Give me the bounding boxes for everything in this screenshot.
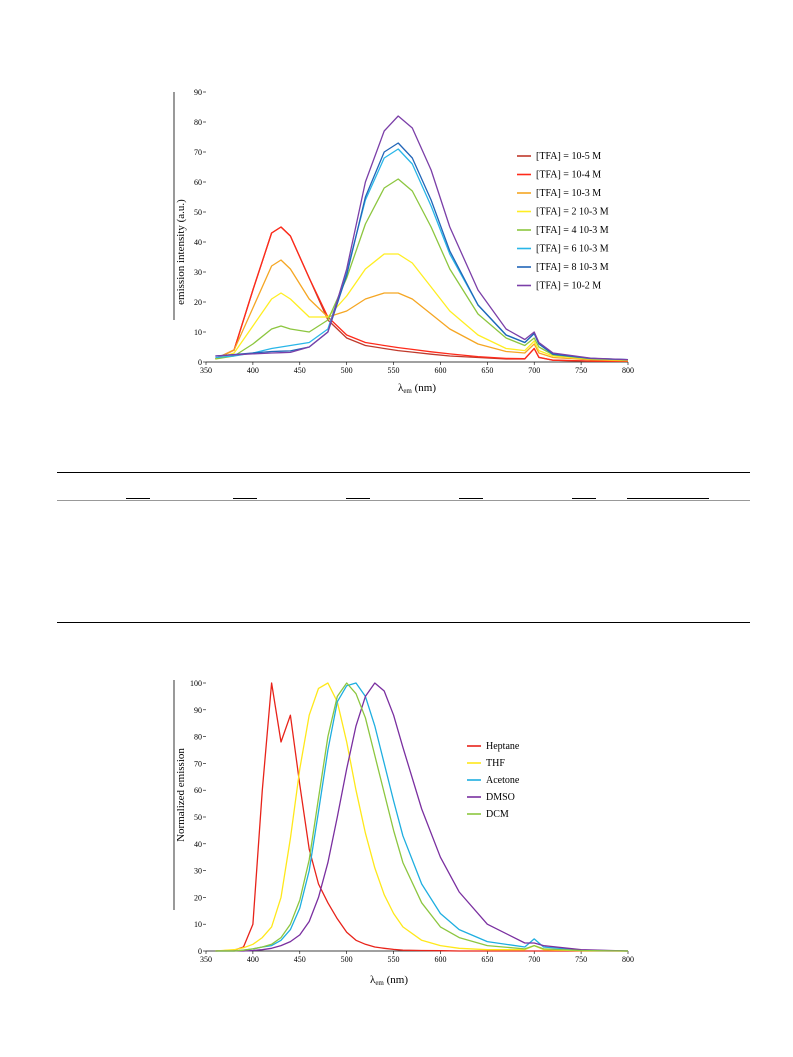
x-tick-label: 700 — [528, 366, 540, 375]
x-tick-label: 500 — [341, 955, 353, 964]
x-tick-label: 650 — [481, 955, 493, 964]
chart-bottom: 0 10 20 30 40 50 60 70 80 90 100 350 400 450 500 550 60… — [173, 679, 634, 987]
y-tick-label: 10 — [194, 328, 202, 337]
x-tick-label: 750 — [575, 366, 587, 375]
x-tick-label: 500 — [341, 366, 353, 375]
y-tick-label: 80 — [194, 733, 202, 742]
y-tick-label: 0 — [198, 358, 202, 367]
table-bottom-rule — [57, 622, 750, 623]
top-x-ticks: 350 400 450 500 550 600 650 700 750 800 — [200, 362, 634, 375]
y-tick-label: 60 — [194, 786, 202, 795]
y-tick-label: 30 — [194, 867, 202, 876]
x-tick-label: 650 — [481, 366, 493, 375]
y-tick-label: 60 — [194, 178, 202, 187]
bottom-x-label-unit: (nm) — [384, 974, 408, 986]
y-tick-label: 20 — [194, 893, 202, 902]
x-tick-label: 800 — [622, 366, 634, 375]
x-tick-label: 400 — [247, 955, 259, 964]
x-tick-label: 450 — [294, 955, 306, 964]
y-tick-label: 70 — [194, 148, 202, 157]
series-line-0 — [215, 682, 628, 952]
y-tick-label: 40 — [194, 840, 202, 849]
y-tick-label: 70 — [194, 759, 202, 768]
table-top-rule — [57, 472, 750, 473]
y-tick-label: 10 — [194, 920, 202, 929]
bottom-x-label-main: λ — [370, 974, 376, 986]
bottom-x-ticks: 350 400 450 500 550 600 650 700 750 800 — [200, 951, 634, 964]
y-tick-label: 40 — [194, 238, 202, 247]
bottom-legend: Heptane THF Acetone DMSO DCM — [467, 741, 520, 820]
legend-label: [TFA] = 10-2 M — [536, 281, 601, 292]
bottom-series — [215, 682, 629, 952]
top-y-axis-label: emission intensity (a.u.) — [175, 199, 187, 305]
legend-label: DMSO — [486, 792, 515, 803]
top-legend: [TFA] = 10-5 M [TFA] = 10-4 M [TFA] = 10-3… — [517, 151, 609, 292]
x-tick-label: 550 — [388, 366, 400, 375]
x-tick-label: 750 — [575, 955, 587, 964]
series-line-1 — [215, 682, 629, 952]
x-tick-label: 550 — [388, 955, 400, 964]
x-tick-label: 600 — [434, 366, 446, 375]
table-col-rule-2 — [233, 498, 257, 499]
table-col-rule-6 — [627, 498, 709, 499]
series-line-3 — [215, 253, 629, 361]
y-tick-label: 0 — [198, 947, 202, 956]
bottom-x-axis-label: λem (nm) — [370, 974, 408, 987]
legend-label: [TFA] = 6 10-3 M — [536, 244, 609, 255]
series-line-1 — [215, 226, 629, 363]
legend-label: [TFA] = 2 10-3 M — [536, 207, 609, 218]
x-tick-label: 450 — [294, 366, 306, 375]
y-tick-label: 20 — [194, 298, 202, 307]
table-col-rule-4 — [459, 498, 483, 499]
series-line-2 — [215, 259, 629, 362]
y-tick-label: 80 — [194, 118, 202, 127]
legend-label: [TFA] = 4 10-3 M — [536, 225, 609, 236]
y-tick-label: 90 — [194, 706, 202, 715]
table-header-rule — [57, 500, 750, 501]
top-x-label-unit: (nm) — [412, 382, 436, 394]
legend-label: [TFA] = 10-3 M — [536, 188, 601, 199]
legend-label: [TFA] = 10-4 M — [536, 170, 601, 181]
series-line-3 — [215, 682, 629, 952]
top-series — [215, 115, 629, 363]
top-y-ticks: 0 10 20 30 40 50 60 70 80 90 — [194, 88, 206, 367]
table-col-rule-5 — [572, 498, 596, 499]
legend-label: Acetone — [486, 775, 520, 786]
y-tick-label: 90 — [194, 88, 202, 97]
legend-label: [TFA] = 10-5 M — [536, 151, 601, 162]
bottom-y-ticks: 0 10 20 30 40 50 60 70 80 90 100 — [190, 679, 206, 956]
x-tick-label: 350 — [200, 366, 212, 375]
x-tick-label: 700 — [528, 955, 540, 964]
series-line-2 — [215, 682, 629, 952]
bottom-y-axis-label: Normalized emission — [175, 748, 187, 842]
y-tick-label: 50 — [194, 813, 202, 822]
x-tick-label: 350 — [200, 955, 212, 964]
series-line-7 — [215, 115, 629, 361]
legend-label: [TFA] = 8 10-3 M — [536, 262, 609, 273]
top-x-label-main: λ — [398, 382, 404, 394]
x-tick-label: 600 — [434, 955, 446, 964]
y-tick-label: 100 — [190, 679, 202, 688]
x-tick-label: 400 — [247, 366, 259, 375]
top-x-axis-label: λem (nm) — [398, 382, 436, 395]
x-tick-label: 800 — [622, 955, 634, 964]
series-line-4 — [215, 682, 629, 952]
top-x-label-sub: em — [403, 387, 412, 395]
table-col-rule-3 — [346, 498, 370, 499]
table-col-rule-1 — [126, 498, 150, 499]
legend-label: Heptane — [486, 741, 520, 752]
chart-top: 0 10 20 30 40 50 60 70 80 90 350 400 450 500 550 600 65… — [173, 88, 634, 395]
y-tick-label: 30 — [194, 268, 202, 277]
bottom-x-label-sub: em — [375, 979, 384, 987]
legend-label: THF — [486, 758, 505, 769]
series-line-4 — [215, 178, 629, 361]
y-tick-label: 50 — [194, 208, 202, 217]
legend-label: DCM — [486, 809, 509, 820]
